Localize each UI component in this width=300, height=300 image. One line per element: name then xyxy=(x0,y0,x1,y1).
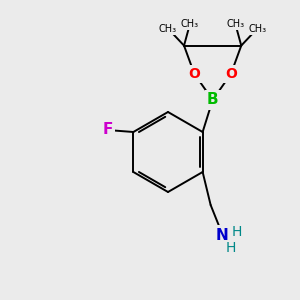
Text: O: O xyxy=(225,67,237,81)
Text: CH₃: CH₃ xyxy=(248,24,266,34)
Text: H: H xyxy=(232,225,242,239)
Text: CH₃: CH₃ xyxy=(226,19,244,28)
Text: F: F xyxy=(102,122,112,137)
Text: O: O xyxy=(188,67,200,81)
Text: CH₃: CH₃ xyxy=(159,24,177,34)
Text: H: H xyxy=(226,241,236,255)
Text: CH₃: CH₃ xyxy=(181,19,199,28)
Text: B: B xyxy=(207,92,218,107)
Text: N: N xyxy=(215,227,228,242)
